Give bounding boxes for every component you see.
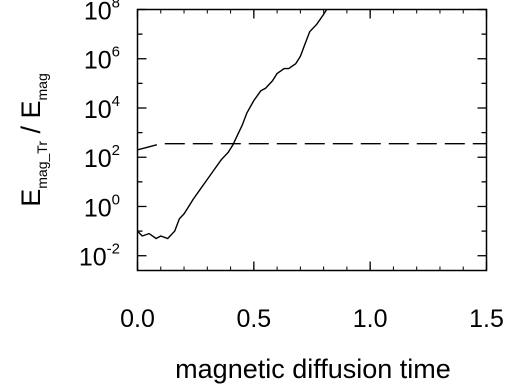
y-tick-label: 106	[84, 44, 120, 75]
x-tick-label: 1.5	[469, 305, 504, 333]
y-tick-label: 100	[84, 191, 120, 222]
x-tick-label: 1.0	[353, 305, 388, 333]
svg-text:Emag_Tr / Emag: Emag_Tr / Emag	[16, 73, 50, 207]
y-tick-label: 10-2	[79, 241, 120, 272]
y-tick-label: 108	[84, 0, 120, 26]
y-label-num-base: E	[16, 189, 46, 207]
y-tick-label: 102	[84, 142, 120, 173]
plot-frame	[136, 8, 488, 272]
x-axis-label: magnetic diffusion time	[175, 354, 451, 384]
x-tick-label: 0.0	[120, 305, 155, 333]
x-tick-label: 0.5	[236, 305, 271, 333]
series-line-solid	[137, 9, 328, 240]
tick-layer: 0.0 0.5 1.0 1.5 108 106 104 102 100 10-2	[79, 0, 504, 333]
y-label-sep: /	[16, 119, 46, 142]
y-label-den-base: E	[16, 100, 46, 118]
series-line-dashed	[137, 143, 487, 151]
y-label-num-sub: mag_Tr	[34, 141, 50, 189]
y-label-den-sub: mag	[34, 73, 50, 100]
y-tick-label: 104	[84, 93, 120, 124]
y-axis-label: Emag_Tr / Emag	[16, 73, 50, 207]
data-layer	[137, 9, 487, 240]
